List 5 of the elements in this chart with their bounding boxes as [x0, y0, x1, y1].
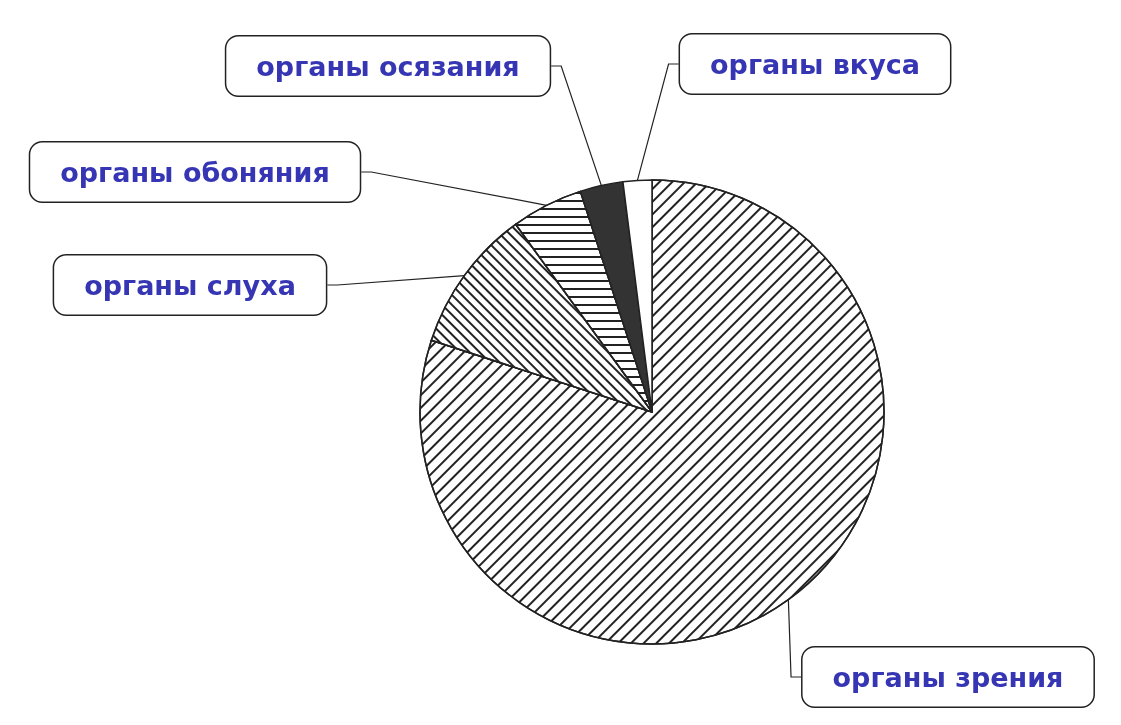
slice-label: органы осязания	[256, 50, 520, 82]
slice-label: органы зрения	[832, 661, 1064, 693]
slice-label: органы обоняния	[60, 156, 330, 188]
slice-label: органы вкуса	[710, 48, 920, 80]
slice-label: органы слуха	[84, 269, 296, 301]
